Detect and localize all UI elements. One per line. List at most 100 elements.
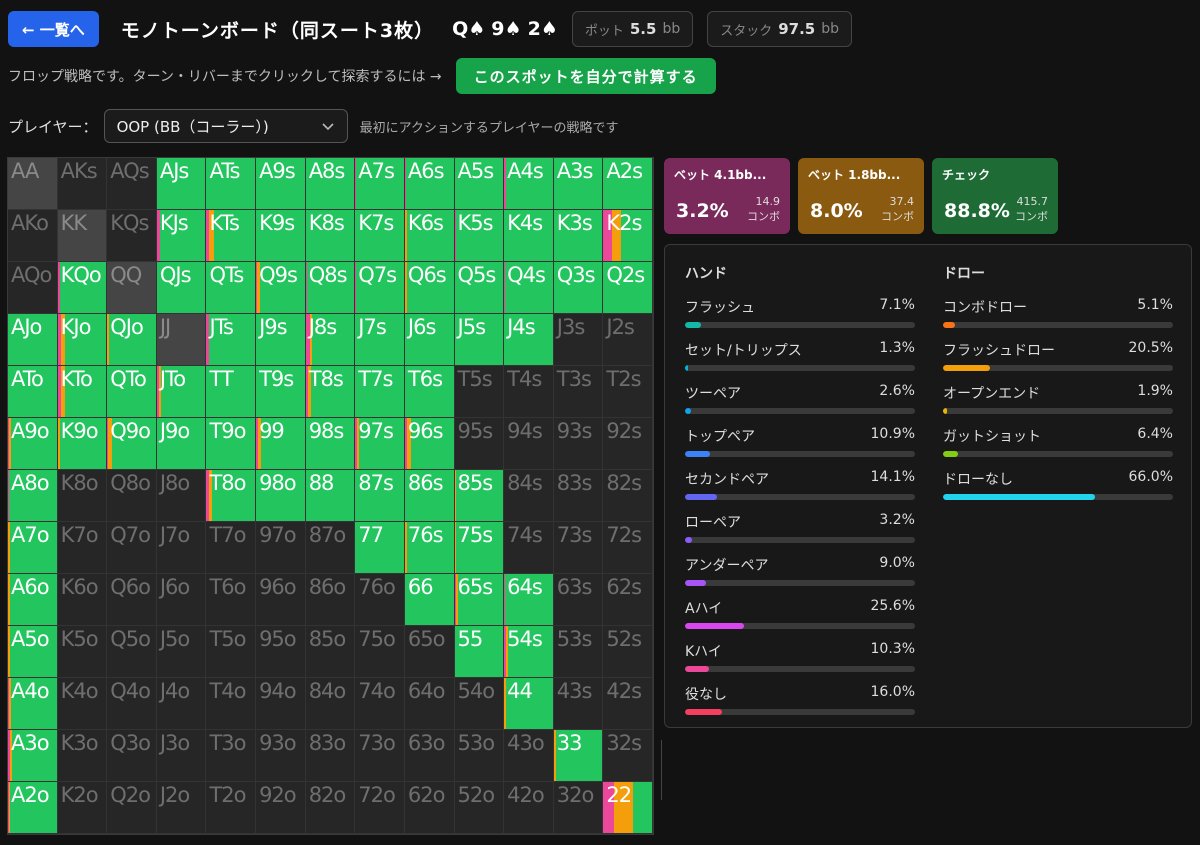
hand-cell[interactable]: 62s [603, 574, 653, 626]
hand-cell[interactable]: TT [206, 366, 257, 418]
hand-cell[interactable]: A4s [504, 158, 554, 210]
hand-cell[interactable]: J6s [404, 314, 455, 366]
hand-cell[interactable]: T5o [206, 626, 257, 678]
hand-cell[interactable]: J9o [156, 418, 207, 470]
hand-cell[interactable]: Q4o [107, 678, 157, 730]
hand-cell[interactable]: ATo [8, 366, 58, 418]
hand-cell[interactable]: AJo [8, 314, 58, 366]
hand-cell[interactable]: QJo [107, 314, 157, 366]
hand-cell[interactable]: 74s [504, 522, 554, 574]
hand-cell[interactable]: 65s [454, 574, 505, 626]
hand-cell[interactable]: 98s [305, 418, 356, 470]
hand-cell[interactable]: A5o [8, 626, 58, 678]
hand-cell[interactable]: 72s [603, 522, 653, 574]
hand-cell[interactable]: 84o [305, 678, 356, 730]
hand-cell[interactable]: ATs [206, 158, 257, 210]
hand-cell[interactable]: 66 [404, 574, 455, 626]
hand-cell[interactable]: K6s [404, 210, 455, 262]
hand-cell[interactable]: 64s [504, 574, 554, 626]
hand-cell[interactable]: 76s [404, 522, 455, 574]
action-card[interactable]: ベット 4.1bb... 3.2% 14.9 コンボ [664, 158, 790, 234]
hand-cell[interactable]: J3o [156, 730, 207, 782]
hand-cell[interactable]: KTo [57, 366, 108, 418]
hand-cell[interactable]: K5o [57, 626, 108, 678]
hand-cell[interactable]: A7o [8, 522, 58, 574]
hand-cell[interactable]: 72o [355, 782, 405, 834]
hand-cell[interactable]: QQ [107, 262, 157, 314]
hand-cell[interactable]: J2o [156, 782, 207, 834]
hand-cell[interactable]: QTo [107, 366, 157, 418]
hand-cell[interactable]: T2s [603, 366, 653, 418]
hand-cell[interactable]: Q7o [107, 522, 157, 574]
hand-cell[interactable]: A9o [8, 418, 58, 470]
hand-cell[interactable]: J3s [553, 314, 604, 366]
hand-cell[interactable]: J7s [355, 314, 405, 366]
hand-cell[interactable]: 96o [256, 574, 306, 626]
hand-cell[interactable]: K9s [256, 210, 306, 262]
hand-cell[interactable]: J5o [156, 626, 207, 678]
hand-cell[interactable]: 32s [603, 730, 653, 782]
hand-cell[interactable]: T5s [454, 366, 505, 418]
hand-cell[interactable]: K8s [305, 210, 356, 262]
back-button[interactable]: ← 一覧へ [8, 11, 99, 47]
hand-cell[interactable]: 94s [504, 418, 554, 470]
hand-cell[interactable]: AJs [156, 158, 207, 210]
hand-cell[interactable]: K7s [355, 210, 405, 262]
hand-cell[interactable]: J7o [156, 522, 207, 574]
hand-cell[interactable]: 85o [305, 626, 356, 678]
hand-cell[interactable]: T6s [404, 366, 455, 418]
hand-cell[interactable]: J6o [156, 574, 207, 626]
hand-cell[interactable]: 43o [504, 730, 554, 782]
hand-cell[interactable]: 84s [504, 470, 554, 522]
hand-cell[interactable]: K4o [57, 678, 108, 730]
hand-cell[interactable]: J4s [504, 314, 554, 366]
hand-cell[interactable]: KTs [206, 210, 257, 262]
hand-cell[interactable]: A2s [603, 158, 653, 210]
hand-cell[interactable]: 44 [504, 678, 554, 730]
hand-cell[interactable]: T7o [206, 522, 257, 574]
hand-cell[interactable]: A4o [8, 678, 58, 730]
hand-cell[interactable]: Q7s [355, 262, 405, 314]
hand-cell[interactable]: 33 [553, 730, 604, 782]
hand-cell[interactable]: J4o [156, 678, 207, 730]
hand-cell[interactable]: T6o [206, 574, 257, 626]
hand-cell[interactable]: T9s [256, 366, 306, 418]
hand-cell[interactable]: 42s [603, 678, 653, 730]
hand-cell[interactable]: 87o [305, 522, 356, 574]
hand-cell[interactable]: 73s [553, 522, 604, 574]
hand-cell[interactable]: J5s [454, 314, 505, 366]
hand-cell[interactable]: 53s [553, 626, 604, 678]
hand-cell[interactable]: JTo [156, 366, 207, 418]
hand-cell[interactable]: 86o [305, 574, 356, 626]
hand-cell[interactable]: J2s [603, 314, 653, 366]
hand-cell[interactable]: 63o [404, 730, 455, 782]
hand-cell[interactable]: 83s [553, 470, 604, 522]
hand-cell[interactable]: K8o [57, 470, 108, 522]
hand-cell[interactable]: Q6o [107, 574, 157, 626]
hand-cell[interactable]: 65o [404, 626, 455, 678]
hand-cell[interactable]: 62o [404, 782, 455, 834]
hand-cell[interactable]: 73o [355, 730, 405, 782]
hand-cell[interactable]: 86s [404, 470, 455, 522]
hand-cell[interactable]: KK [57, 210, 108, 262]
hand-cell[interactable]: 95o [256, 626, 306, 678]
hand-cell[interactable]: J9s [256, 314, 306, 366]
hand-cell[interactable]: Q9o [107, 418, 157, 470]
hand-cell[interactable]: Q2o [107, 782, 157, 834]
compute-spot-button[interactable]: このスポットを自分で計算する [455, 58, 716, 94]
hand-cell[interactable]: K2o [57, 782, 108, 834]
hand-cell[interactable]: A8o [8, 470, 58, 522]
hand-cell[interactable]: Q9s [256, 262, 306, 314]
hand-cell[interactable]: T9o [206, 418, 257, 470]
hand-cell[interactable]: Q5o [107, 626, 157, 678]
hand-cell[interactable]: KQs [107, 210, 157, 262]
hand-cell[interactable]: A9s [256, 158, 306, 210]
hand-cell[interactable]: A8s [305, 158, 356, 210]
hand-cell[interactable]: 94o [256, 678, 306, 730]
hand-cell[interactable]: 32o [553, 782, 604, 834]
hand-cell[interactable]: J8o [156, 470, 207, 522]
hand-cell[interactable]: T8o [206, 470, 257, 522]
hand-cell[interactable]: 96s [404, 418, 455, 470]
hand-cell[interactable]: K9o [57, 418, 108, 470]
hand-cell[interactable]: A5s [454, 158, 505, 210]
